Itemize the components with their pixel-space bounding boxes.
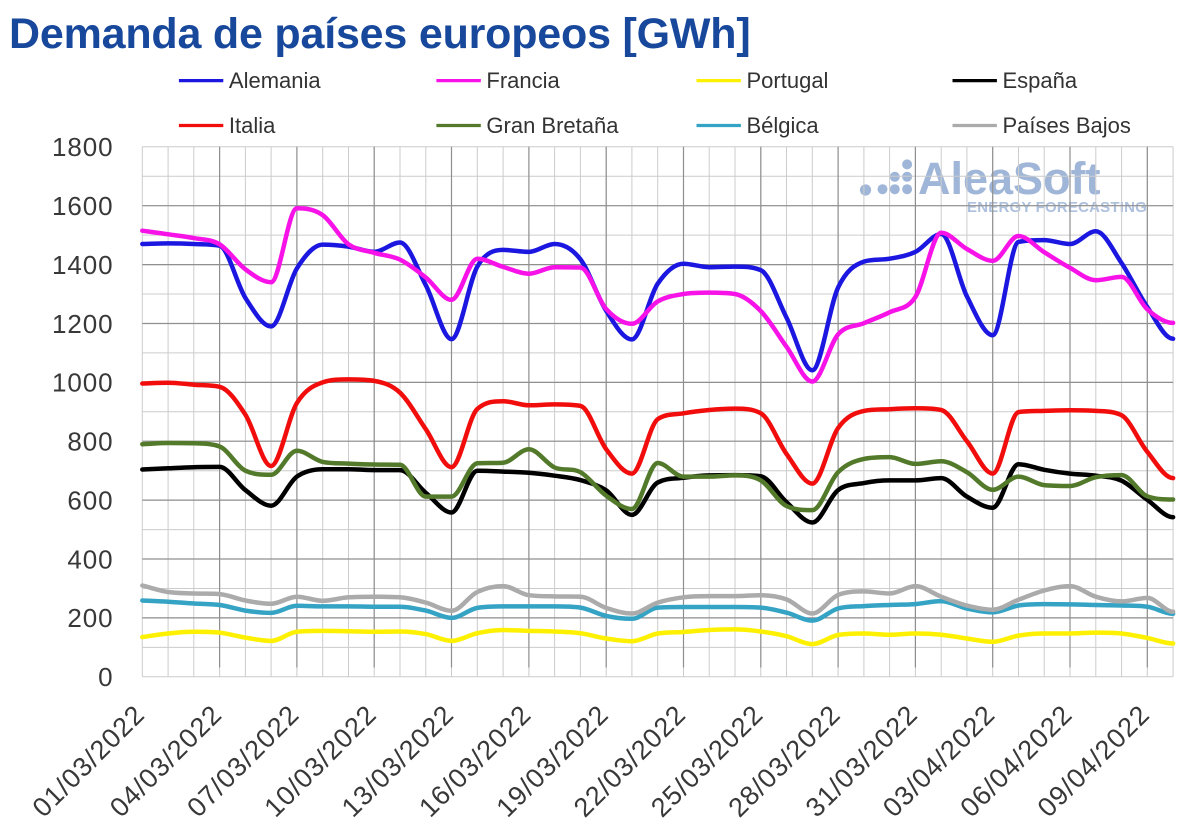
svg-text:Gran Bretaña: Gran Bretaña bbox=[486, 113, 619, 138]
svg-text:AleaSoft: AleaSoft bbox=[918, 153, 1101, 204]
svg-text:Portugal: Portugal bbox=[747, 68, 829, 93]
svg-text:1800: 1800 bbox=[52, 132, 113, 162]
svg-text:1400: 1400 bbox=[52, 250, 113, 280]
svg-text:1600: 1600 bbox=[52, 191, 113, 221]
svg-text:Bélgica: Bélgica bbox=[747, 113, 820, 138]
svg-text:ENERGY FORECASTING: ENERGY FORECASTING bbox=[967, 199, 1147, 216]
svg-text:Demanda de países europeos [GW: Demanda de países europeos [GWh] bbox=[9, 10, 750, 58]
svg-text:1200: 1200 bbox=[52, 309, 113, 339]
svg-text:600: 600 bbox=[67, 485, 113, 515]
svg-text:200: 200 bbox=[67, 603, 113, 633]
svg-text:400: 400 bbox=[67, 544, 113, 574]
svg-text:Francia: Francia bbox=[486, 68, 560, 93]
svg-text:España: España bbox=[1003, 68, 1078, 93]
svg-text:Italia: Italia bbox=[229, 113, 276, 138]
svg-text:800: 800 bbox=[67, 427, 113, 457]
svg-text:1000: 1000 bbox=[52, 368, 113, 398]
svg-text:0: 0 bbox=[98, 662, 113, 692]
svg-text:Alemania: Alemania bbox=[229, 68, 321, 93]
svg-text:Países Bajos: Países Bajos bbox=[1003, 113, 1131, 138]
